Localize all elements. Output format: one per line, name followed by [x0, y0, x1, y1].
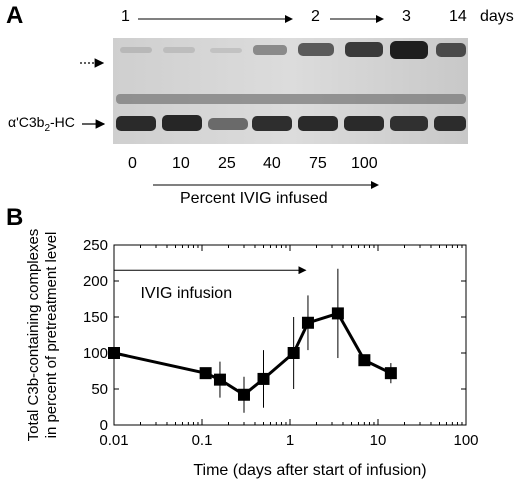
y-tick-label: 0	[100, 417, 108, 434]
data-point	[257, 372, 270, 385]
x-tick-label: 100	[453, 432, 478, 449]
ivig-infusion-label: IVIG infusion	[140, 285, 232, 302]
data-point	[331, 307, 344, 320]
data-point	[384, 367, 397, 380]
x-tick-label: 10	[370, 432, 387, 449]
x-tick-label: 0.1	[192, 432, 213, 449]
x-axis-label: Time (days after start of infusion)	[193, 462, 426, 479]
lane-label-100: 100	[351, 155, 378, 172]
data-point	[108, 347, 120, 359]
x-tick-label: 0.01	[99, 432, 128, 449]
data-point	[301, 316, 314, 329]
panel-a-label: A	[6, 2, 24, 29]
y-tick-label: 50	[91, 381, 108, 398]
y-tick-label: 250	[83, 237, 108, 254]
y-tick-label: 100	[83, 345, 108, 362]
band-label: α'C3b2-HC	[8, 114, 75, 134]
percent-ivig-caption: Percent IVIG infused	[180, 190, 328, 207]
y-axis-label-line2: in percent of pretreatment level	[43, 232, 60, 439]
panel-b-label: B	[6, 204, 24, 231]
lane-label-0: 0	[128, 155, 137, 172]
panel-b-chart: 0 50 100 150 200 250 0.01 0.1 1 10 100 Time (days a…	[25, 229, 479, 479]
western-blot-image	[113, 38, 468, 144]
plot-frame	[113, 244, 467, 426]
lane-label-10: 10	[172, 155, 190, 172]
series-line	[113, 311, 392, 397]
day-marker-3: 3	[402, 8, 411, 25]
y-tick-label: 150	[83, 309, 108, 326]
data-point	[199, 367, 212, 380]
y-axis-label-line1: Total C3b-containing complexes	[25, 229, 42, 442]
y-tick-label: 200	[83, 273, 108, 290]
data-point	[287, 347, 300, 359]
day-marker-2: 2	[311, 8, 320, 25]
data-point	[237, 388, 250, 401]
data-point	[213, 373, 226, 386]
panel-a-graphics	[80, 15, 468, 189]
data-point	[358, 354, 371, 367]
x-tick-label: 1	[286, 432, 294, 449]
day-marker-1: 1	[121, 8, 130, 25]
lane-label-25: 25	[218, 155, 236, 172]
day-marker-14: 14	[449, 8, 467, 25]
days-label: days	[480, 8, 514, 25]
lane-label-40: 40	[263, 155, 281, 172]
lane-label-75: 75	[309, 155, 327, 172]
